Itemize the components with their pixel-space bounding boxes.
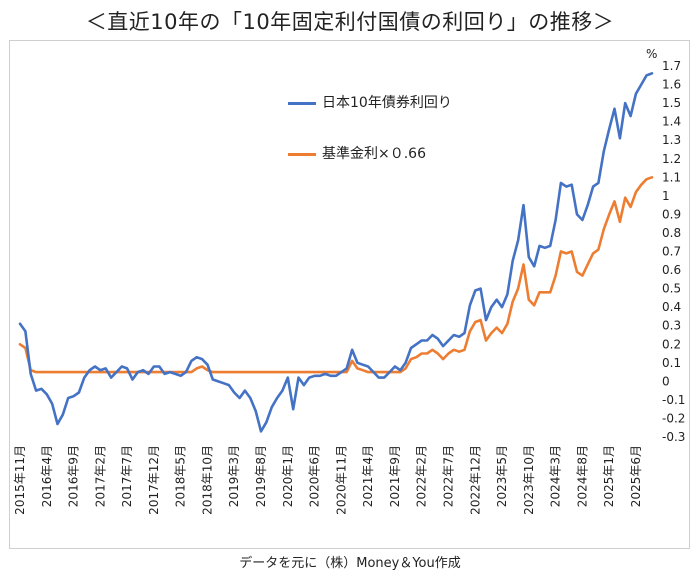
y-tick-label: 0.8 <box>662 226 681 240</box>
x-tick-label: 2022年7月 <box>441 445 455 507</box>
x-tick-label: 2017年2月 <box>93 445 107 507</box>
x-tick-label: 2023年10月 <box>522 445 536 515</box>
x-tick-label: 2016年4月 <box>40 445 54 507</box>
y-tick-label: 1 <box>662 189 670 203</box>
x-tick-label: 2022年12月 <box>468 445 482 515</box>
y-tick-label: 0.9 <box>662 207 681 221</box>
legend-label-yield: 日本10年債券利回り <box>322 95 452 111</box>
source-footer: データを元に（株）Money＆You作成 <box>239 556 461 571</box>
y-tick-label: -0.2 <box>662 411 685 425</box>
legend-item-base-rate: 基準金利×０.66 <box>288 143 426 163</box>
series-line-yield <box>18 72 654 433</box>
y-tick-label: 1.7 <box>662 59 681 73</box>
y-tick-label: 0.4 <box>662 300 681 314</box>
y-tick-label: 1.1 <box>662 170 681 184</box>
y-axis-unit: % <box>646 47 657 61</box>
chart-frame <box>9 40 690 549</box>
y-tick-label: 1.6 <box>662 78 681 92</box>
x-tick-label: 2016年9月 <box>67 445 81 507</box>
x-tick-label: 2022年2月 <box>415 445 429 507</box>
y-tick-label: 1.5 <box>662 96 681 110</box>
x-tick-label: 2017年7月 <box>120 445 134 507</box>
y-tick-label: 0.3 <box>662 319 681 333</box>
x-tick-label: 2015年11月 <box>13 445 27 515</box>
legend-label-base-rate: 基準金利×０.66 <box>322 146 426 162</box>
x-tick-label: 2024年8月 <box>575 445 589 507</box>
legend-swatch-yield <box>288 101 316 105</box>
x-tick-label: 2021年4月 <box>361 445 375 507</box>
chart-title: ＜直近10年の「10年固定利付国債の利回り」の推移＞ <box>85 10 615 34</box>
y-tick-label: 1.2 <box>662 152 681 166</box>
x-tick-label: 2020年11月 <box>334 445 348 515</box>
x-tick-label: 2018年5月 <box>174 445 188 507</box>
y-tick-label: 1.4 <box>662 115 681 129</box>
x-tick-label: 2019年8月 <box>254 445 268 507</box>
x-tick-label: 2025年1月 <box>602 445 616 507</box>
y-tick-label: 0.1 <box>662 356 681 370</box>
legend-swatch-base-rate <box>288 152 316 156</box>
y-tick-label: 0.6 <box>662 263 681 277</box>
x-tick-label: 2025年6月 <box>629 445 643 507</box>
y-tick-label: 0.5 <box>662 282 681 296</box>
x-tick-label: 2020年1月 <box>281 445 295 507</box>
y-tick-label: 0.7 <box>662 245 681 259</box>
x-tick-label: 2018年10月 <box>200 445 214 515</box>
y-tick-label: 0.2 <box>662 337 681 351</box>
x-tick-label: 2020年6月 <box>308 445 322 507</box>
y-tick-label: -0.3 <box>662 430 685 444</box>
y-tick-label: 1.3 <box>662 133 681 147</box>
y-tick-label: -0.1 <box>662 393 685 407</box>
series-line-base-rate <box>18 176 654 374</box>
x-tick-label: 2017年12月 <box>147 445 161 515</box>
x-tick-label: 2024年3月 <box>549 445 563 507</box>
y-tick-label: 0 <box>662 374 670 388</box>
legend-item-yield: 日本10年債券利回り <box>288 92 452 112</box>
x-tick-label: 2019年3月 <box>227 445 241 507</box>
x-tick-label: 2023年5月 <box>495 445 509 507</box>
x-tick-label: 2021年9月 <box>388 445 402 507</box>
